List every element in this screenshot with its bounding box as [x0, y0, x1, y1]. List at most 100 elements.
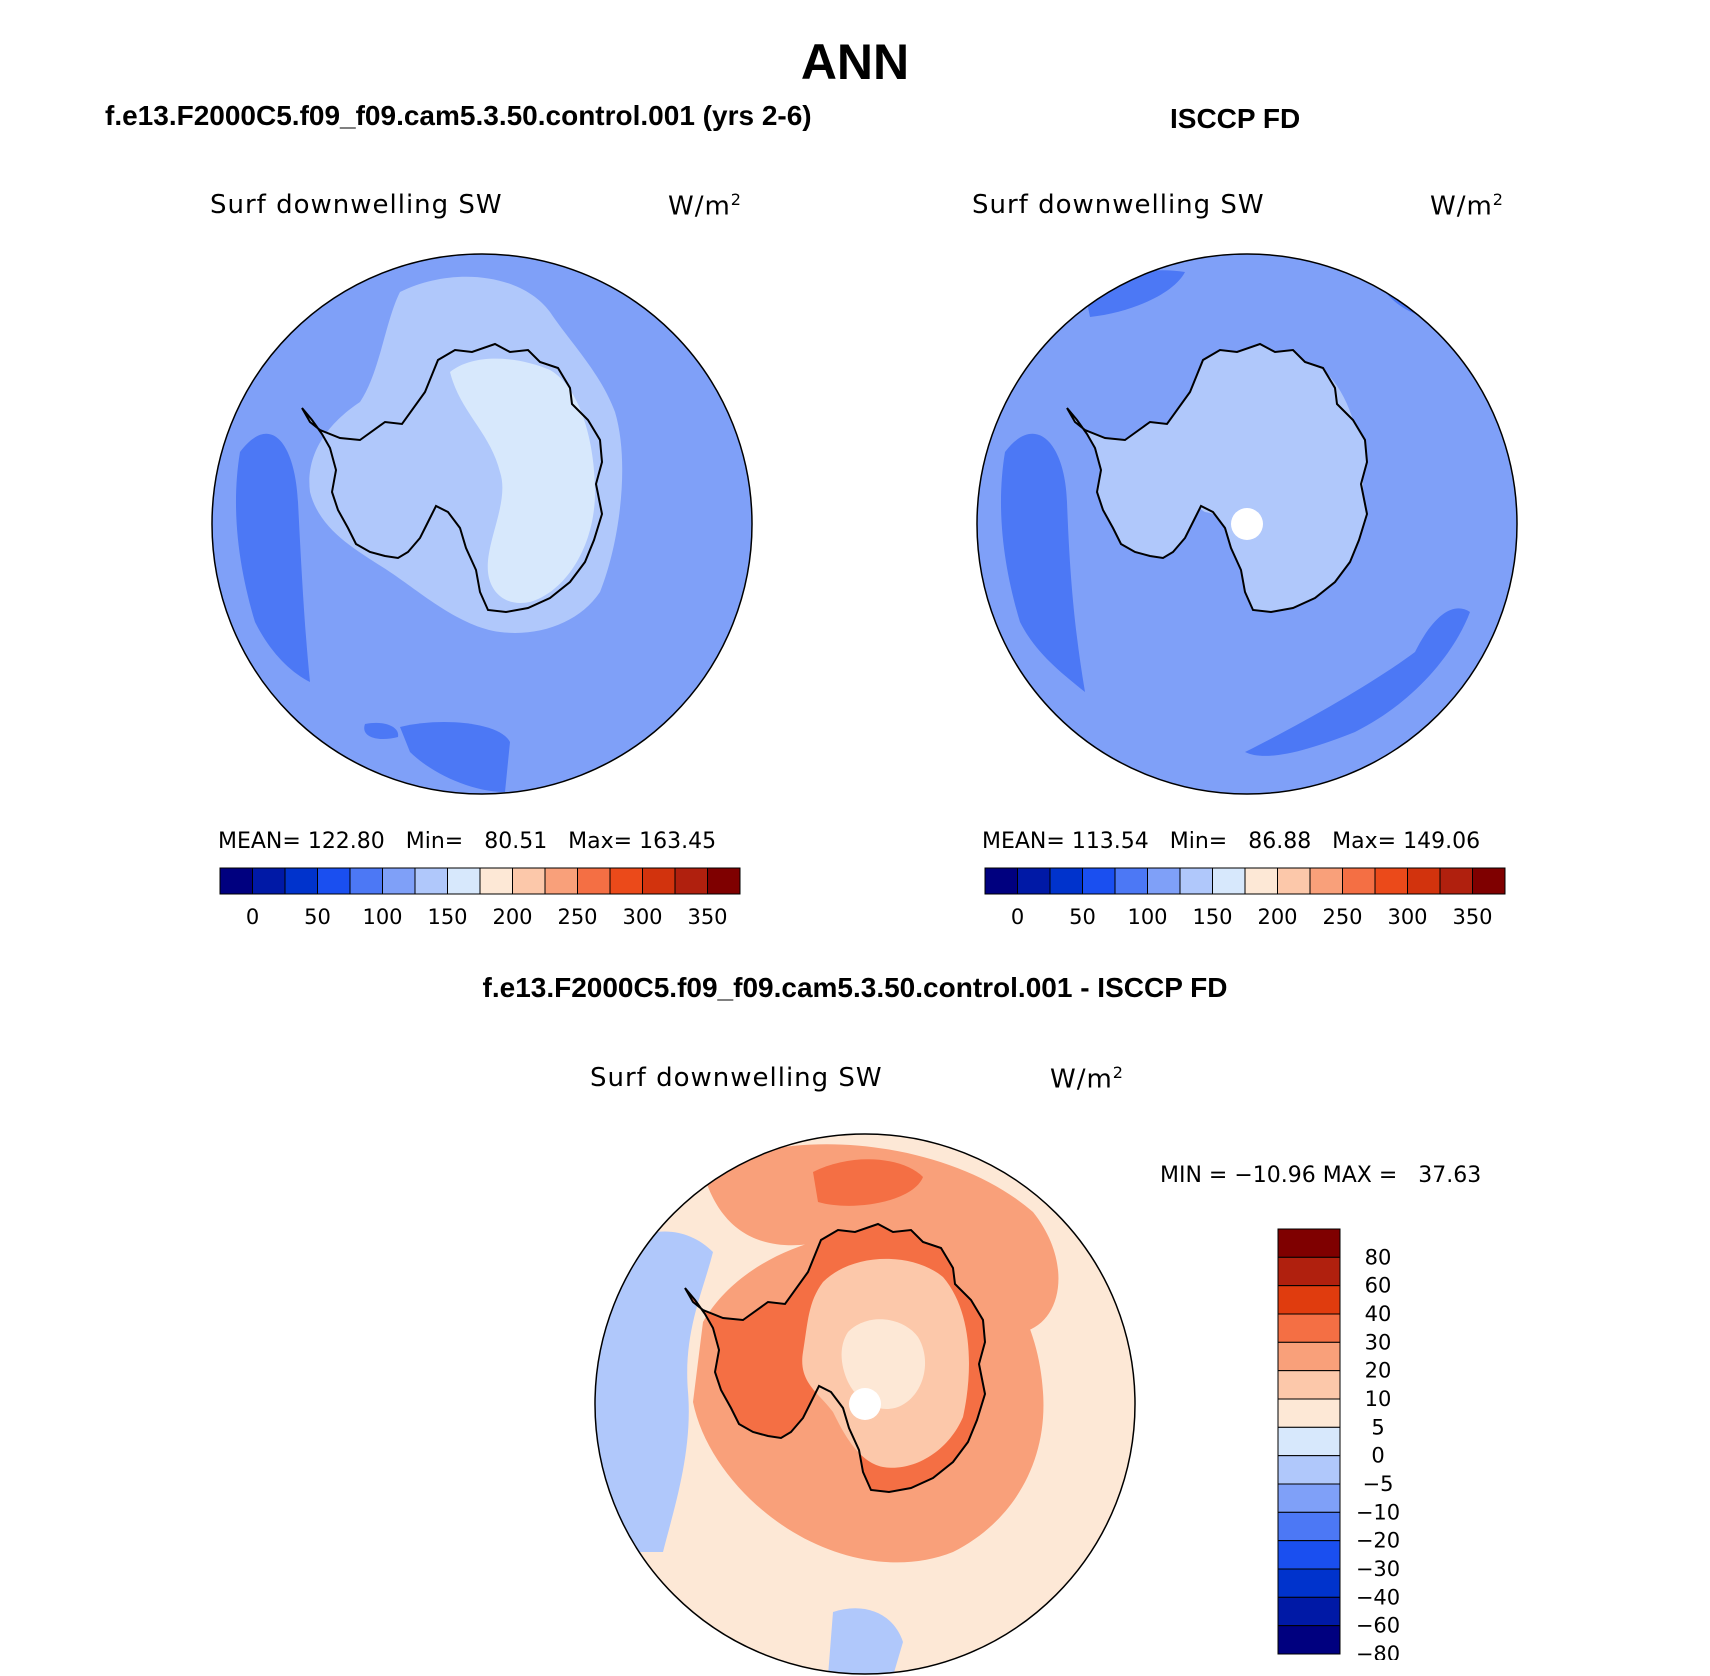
bottom-colorbar-swatch: [1277, 1455, 1341, 1485]
bottom-variable-label: Surf downwelling SW: [590, 1063, 883, 1093]
right-colorbar-swatch: [1277, 867, 1311, 895]
right-colorbar-swatch: [1017, 867, 1051, 895]
right-colorbar: 0 50 100 150 200 250 300 350: [984, 867, 1506, 929]
left-continent-interior-region: [450, 358, 595, 603]
right-colorbar-tick-label: 250: [1322, 905, 1362, 929]
bottom-colorbar-tick-label: 60: [1365, 1274, 1392, 1298]
left-colorbar-swatch: [252, 867, 286, 895]
left-colorbar-swatch: [219, 867, 253, 895]
bottom-colorbar-swatch: [1277, 1256, 1341, 1287]
bottom-colorbar-swatch: [1277, 1625, 1341, 1655]
left-ocean-low-region: [400, 722, 510, 792]
left-colorbar-swatch: [512, 867, 546, 895]
left-colorbar: 0 50 100 150 200 250 300 350: [219, 867, 741, 929]
right-colorbar-swatch: [1179, 867, 1213, 895]
bottom-units-exp: 2: [1112, 1063, 1124, 1082]
bottom-ocean-negative-region: [595, 1231, 713, 1552]
left-panel-subtitle: f.e13.F2000C5.f09_f09.cam5.3.50.control.…: [105, 100, 812, 131]
right-stats: MEAN= 113.54 Min= 86.88 Max= 149.06: [982, 829, 1481, 854]
right-colorbar-swatch: [1244, 867, 1278, 895]
left-colorbar-swatch: [447, 867, 481, 895]
bottom-colorbar-swatch: [1277, 1540, 1341, 1570]
bottom-colorbar-tick-label: −60: [1356, 1614, 1400, 1638]
bottom-colorbar-tick-label: 10: [1365, 1387, 1392, 1411]
right-coastline: [1066, 342, 1369, 614]
bottom-colorbar-tick-label: −5: [1363, 1472, 1394, 1496]
right-colorbar-swatch: [1082, 867, 1116, 895]
left-colorbar-swatch: [577, 867, 611, 895]
bottom-units-label: W/m2: [1050, 1063, 1124, 1095]
right-colorbar-swatch: [1309, 867, 1343, 895]
bottom-colorbar-swatch: [1277, 1483, 1341, 1513]
bottom-colorbar-tick-label: 80: [1365, 1245, 1392, 1269]
left-units-label: W/m2: [668, 190, 742, 222]
left-colorbar-swatch: [544, 867, 578, 895]
left-colorbar-swatch: [317, 867, 351, 895]
right-map-boundary: [976, 253, 1518, 795]
left-stats: MEAN= 122.80 Min= 80.51 Max= 163.45: [218, 829, 717, 854]
bottom-colorbar-tick-label: −40: [1356, 1585, 1400, 1609]
right-ocean-low-region: [1000, 433, 1085, 692]
bottom-colorbar-swatch: [1277, 1285, 1341, 1315]
right-colorbar-tick-label: 350: [1452, 905, 1492, 929]
left-colorbar-swatch: [609, 867, 643, 895]
bottom-colorbar-swatch: [1277, 1511, 1341, 1542]
bottom-colorbar-tick-label: −10: [1356, 1500, 1400, 1524]
right-colorbar-swatch: [1212, 867, 1246, 895]
bottom-colorbar-tick-label: 0: [1371, 1444, 1384, 1468]
left-units-base: W/m: [668, 191, 731, 222]
bottom-stats: MIN = −10.96 MAX = 37.63: [1160, 1163, 1482, 1188]
right-colorbar-swatch: [1374, 867, 1408, 895]
left-colorbar-swatch: [674, 867, 708, 895]
bottom-colorbar-tick-label: 30: [1365, 1330, 1392, 1354]
right-colorbar-swatch: [1439, 867, 1473, 895]
bottom-colorbar-swatch: [1277, 1568, 1341, 1598]
bottom-colorbar-swatch: [1277, 1398, 1341, 1428]
left-units-exp: 2: [730, 190, 742, 209]
bottom-panel-subtitle: f.e13.F2000C5.f09_f09.cam5.3.50.control.…: [482, 972, 1228, 1003]
right-colorbar-tick-label: 0: [1011, 905, 1024, 929]
bottom-pole-hole: [849, 1388, 881, 1420]
bottom-ocean-negative-region: [828, 1608, 903, 1674]
bottom-interior-region: [841, 1319, 926, 1410]
bottom-colorbar-tick-label: 40: [1365, 1302, 1392, 1326]
left-colorbar-tick-label: 50: [304, 905, 331, 929]
right-pole-hole: [1231, 508, 1263, 540]
left-coastline: [301, 342, 604, 614]
bottom-polar-map: [594, 1133, 1136, 1675]
right-colorbar-swatch: [1049, 867, 1083, 895]
left-ocean-low-region: [364, 722, 399, 740]
right-panel-subtitle: ISCCP FD: [1170, 103, 1301, 134]
left-colorbar-swatch: [642, 867, 676, 895]
right-colorbar-tick-label: 100: [1127, 905, 1167, 929]
left-colorbar-tick-label: 150: [427, 905, 467, 929]
right-variable-label: Surf downwelling SW: [972, 190, 1265, 220]
left-colorbar-swatch: [284, 867, 318, 895]
bottom-colorbar-swatch: [1277, 1341, 1341, 1372]
right-colorbar-tick-label: 300: [1387, 905, 1427, 929]
main-title: ANN: [800, 34, 910, 90]
left-polar-map: [211, 253, 753, 795]
right-colorbar-swatch: [1472, 867, 1506, 895]
right-colorbar-tick-label: 50: [1069, 905, 1096, 929]
left-colorbar-swatch: [382, 867, 416, 895]
bottom-coastline: [684, 1222, 987, 1494]
right-continent-interior-region: [1193, 358, 1364, 605]
right-colorbar-swatch: [1147, 867, 1181, 895]
bottom-colorbar: 80 60 40 30 20 10 5 0 −5 −10 −20 −30 −40 −60 −80: [1277, 1228, 1400, 1660]
bottom-ocean-strong-positive-region: [813, 1159, 923, 1206]
bottom-colorbar-tick-label: 5: [1371, 1415, 1384, 1439]
left-colorbar-tick-label: 100: [362, 905, 402, 929]
right-units-base: W/m: [1430, 191, 1493, 222]
bottom-colorbar-swatch: [1277, 1370, 1341, 1400]
left-colorbar-swatch: [349, 867, 383, 895]
bottom-colorbar-tick-label: −20: [1356, 1529, 1400, 1553]
left-colorbar-tick-label: 350: [687, 905, 727, 929]
left-colorbar-tick-label: 300: [622, 905, 662, 929]
left-colorbar-tick-label: 200: [492, 905, 532, 929]
left-colorbar-tick-label: 0: [246, 905, 259, 929]
right-units-label: W/m2: [1430, 190, 1504, 222]
bottom-colorbar-tick-label: 20: [1365, 1359, 1392, 1383]
bottom-colorbar-swatch: [1277, 1228, 1341, 1258]
right-colorbar-swatch: [984, 867, 1018, 895]
